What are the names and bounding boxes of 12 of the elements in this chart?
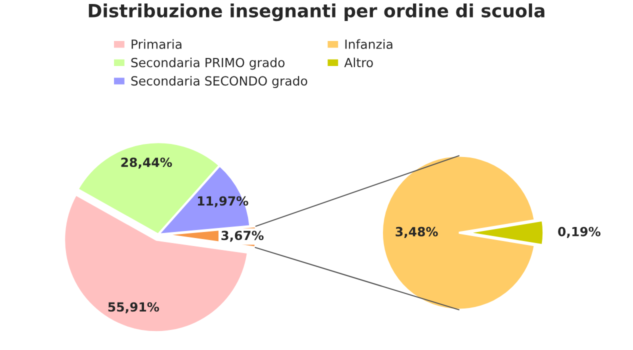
legend-label: Secondaria SECONDO grado [131,76,308,88]
legend-label: Secondaria PRIMO grado [131,58,285,70]
legend-label: Altro [344,58,373,68]
data-label: 55,91% [108,302,160,314]
chart-title: Distribuzione insegnanti per ordine di scuola [88,4,544,22]
data-label: 28,44% [121,158,172,169]
legend-label: Primaria [132,39,182,49]
data-label: 0,19% [558,226,600,238]
data-label: 11,97% [198,196,248,208]
data-label: 3,67% [221,230,264,242]
legend-label: Infanzia [345,39,392,49]
data-label: 3,48% [396,226,438,238]
